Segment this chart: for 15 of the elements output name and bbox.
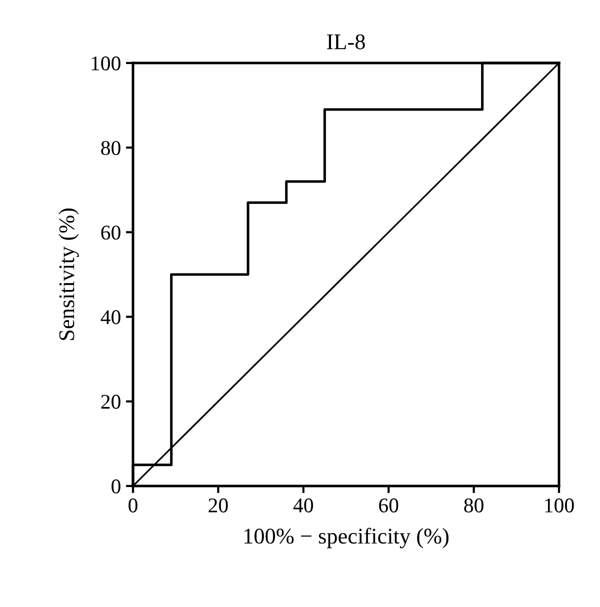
y-tick-label: 80 [101,140,120,156]
x-tick-label: 60 [379,498,398,512]
y-tick-label: 40 [100,310,120,324]
x-tick-label: 0 [128,498,138,512]
y-tick-label: 20 [101,394,120,409]
x-axis-title: 100% − specificity (%) [244,528,448,548]
y-tick-label: 100 [92,56,120,70]
x-tick-label: 40 [293,498,314,512]
y-axis-title: Sensitivity (%) [58,208,79,340]
x-tick-label: 20 [208,498,228,512]
y-tick-label: 0 [112,479,120,494]
x-tick-label: 100 [545,498,574,512]
x-tick-label: 80 [464,498,484,512]
y-tick-label: 60 [101,226,120,240]
chart-title: IL-8 [327,34,365,50]
